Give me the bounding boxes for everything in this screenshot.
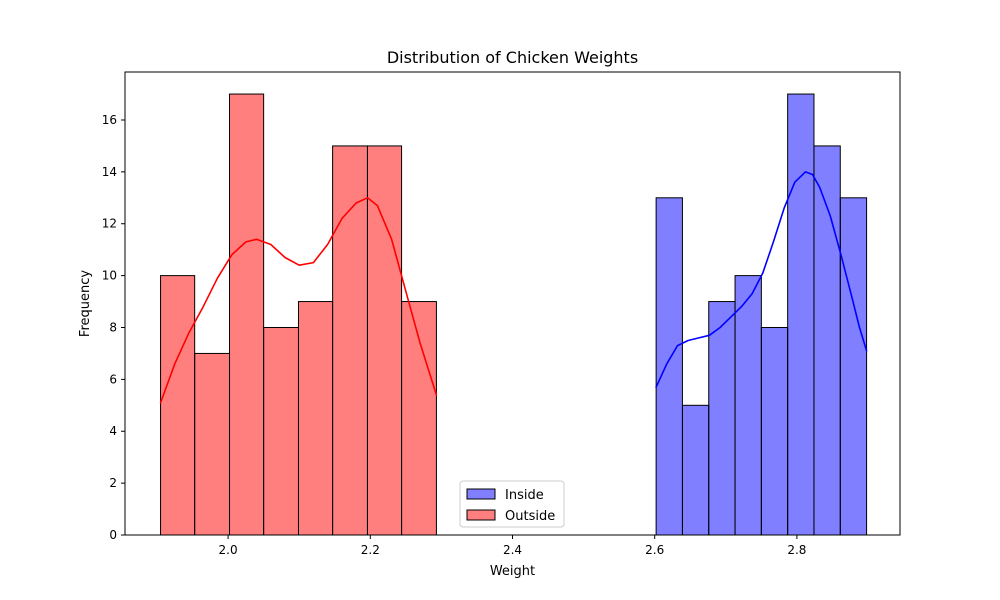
x-tick-label: 2.4 xyxy=(503,543,522,557)
bar-inside-6 xyxy=(813,145,841,536)
kde-layer xyxy=(159,171,868,404)
y-tick-label: 12 xyxy=(102,217,117,231)
legend-label-outside: Outside xyxy=(505,509,555,524)
bar-inside-0 xyxy=(655,197,683,536)
bar-inside-2 xyxy=(708,301,736,536)
legend-items: Inside Outside xyxy=(466,488,555,524)
y-tick-label: 0 xyxy=(109,528,117,542)
bar-inside-5 xyxy=(787,93,815,536)
bar-inside-4 xyxy=(760,326,789,536)
x-tick-label: 2.8 xyxy=(787,543,806,557)
bar-outside-5 xyxy=(332,145,368,536)
legend: Inside Outside xyxy=(459,480,565,528)
kde-line-outside xyxy=(159,197,438,404)
y-ticks: 0 2 4 6 8 10 12 14 16 xyxy=(102,113,125,542)
bar-outside-6 xyxy=(366,145,403,536)
bar-inside-1 xyxy=(681,404,710,536)
chart-title: Distribution of Chicken Weights xyxy=(387,48,638,67)
bar-outside-4 xyxy=(297,301,334,536)
y-tick-label: 14 xyxy=(102,165,117,179)
y-axis-label: Frequency xyxy=(78,270,93,337)
y-tick-label: 8 xyxy=(109,320,117,334)
kde-line-inside xyxy=(655,171,868,389)
y-tick-label: 2 xyxy=(109,476,117,490)
x-tick-label: 2.2 xyxy=(361,543,380,557)
x-ticks: 2.0 2.2 2.4 2.6 2.8 xyxy=(219,535,806,557)
legend-swatch-outside xyxy=(466,509,496,521)
bar-outside-3 xyxy=(263,326,299,536)
y-tick-label: 4 xyxy=(109,424,117,438)
x-tick-label: 2.6 xyxy=(645,543,664,557)
x-axis-label: Weight xyxy=(490,564,535,579)
x-tick-label: 2.0 xyxy=(219,543,238,557)
bar-inside-7 xyxy=(839,197,868,536)
bar-outside-1 xyxy=(194,352,231,536)
bar-outside-2 xyxy=(229,93,265,536)
y-tick-label: 6 xyxy=(109,372,117,386)
bars-layer xyxy=(160,93,868,536)
y-tick-label: 10 xyxy=(102,269,117,283)
legend-label-inside: Inside xyxy=(505,488,544,503)
bar-inside-3 xyxy=(734,275,762,536)
bar-outside-0 xyxy=(160,275,196,536)
y-tick-label: 16 xyxy=(102,113,117,127)
legend-swatch-inside xyxy=(466,488,496,500)
